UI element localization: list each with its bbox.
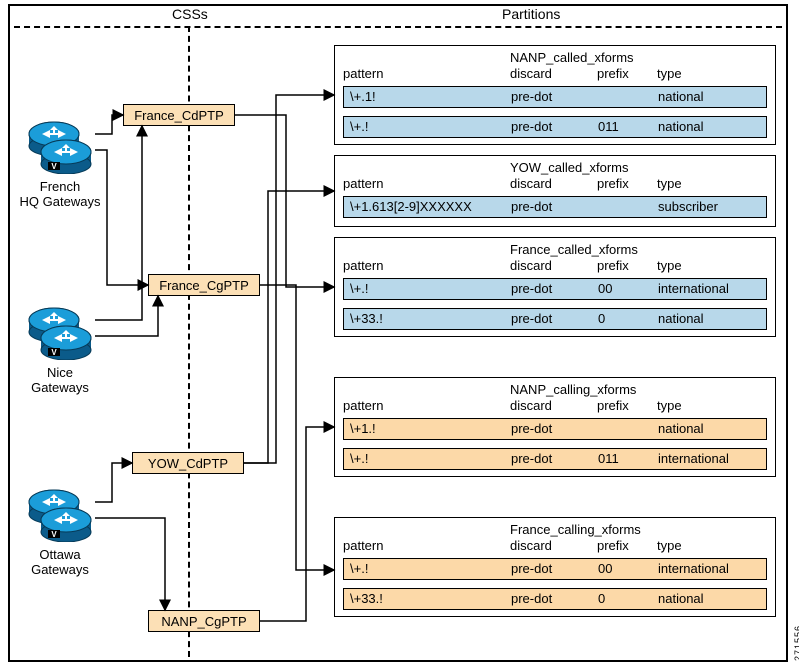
router-icon: V xyxy=(40,138,92,174)
cell-prefix: 011 xyxy=(598,119,619,134)
hdr-type: type xyxy=(657,176,682,191)
hdr-prefix: prefix xyxy=(597,398,629,413)
cell-prefix: 00 xyxy=(598,561,612,576)
cell-discard: pre-dot xyxy=(511,119,552,134)
hdr-prefix: prefix xyxy=(597,258,629,273)
cell-pattern: \+1.613[2-9]XXXXXX xyxy=(350,199,472,214)
cell-type: national xyxy=(658,89,704,104)
cell-type: national xyxy=(658,311,704,326)
ottawa-gateways-label: Ottawa Gateways xyxy=(10,548,110,578)
nanp-cgptp-box: NANP_CgPTP xyxy=(148,610,260,632)
hdr-pattern: pattern xyxy=(343,398,383,413)
cell-pattern: \+.! xyxy=(350,281,368,296)
nice-gateways: V xyxy=(18,306,98,366)
cell-discard: pre-dot xyxy=(511,421,552,436)
table-row: \+33.! pre-dot 0 national xyxy=(343,588,767,610)
svg-text:V: V xyxy=(51,530,57,539)
hdr-discard: discard xyxy=(510,398,552,413)
panel-title: France_calling_xforms xyxy=(510,522,641,537)
panel-title: France_called_xforms xyxy=(510,242,638,257)
cell-pattern: \+.! xyxy=(350,561,368,576)
table-row: \+.! pre-dot 00 international xyxy=(343,558,767,580)
hdr-pattern: pattern xyxy=(343,258,383,273)
hdr-type: type xyxy=(657,398,682,413)
hdr-prefix: prefix xyxy=(597,176,629,191)
hdr-pattern: pattern xyxy=(343,176,383,191)
cell-prefix: 011 xyxy=(598,451,619,466)
cell-discard: pre-dot xyxy=(511,311,552,326)
hdr-prefix: prefix xyxy=(597,538,629,553)
cell-type: international xyxy=(658,561,729,576)
table-row: \+1.613[2-9]XXXXXX pre-dot subscriber xyxy=(343,196,767,218)
router-icon: V xyxy=(40,506,92,542)
cell-type: international xyxy=(658,451,729,466)
france-cgptp-box: France_CgPTP xyxy=(148,274,260,296)
cell-discard: pre-dot xyxy=(511,591,552,606)
hdr-discard: discard xyxy=(510,176,552,191)
panel-title: NANP_called_xforms xyxy=(510,50,634,65)
panel-title: YOW_called_xforms xyxy=(510,160,628,175)
hdr-discard: discard xyxy=(510,66,552,81)
table-row: \+33.! pre-dot 0 national xyxy=(343,308,767,330)
cell-type: subscriber xyxy=(658,199,718,214)
cell-type: national xyxy=(658,119,704,134)
french-gateways-label: French HQ Gateways xyxy=(10,180,110,210)
france-cdptp-box: France_CdPTP xyxy=(123,104,235,126)
hdr-type: type xyxy=(657,66,682,81)
hdr-discard: discard xyxy=(510,538,552,553)
partitions-label: Partitions xyxy=(500,6,562,22)
cell-discard: pre-dot xyxy=(511,281,552,296)
svg-text:V: V xyxy=(51,162,57,171)
cell-prefix: 0 xyxy=(598,591,605,606)
cell-discard: pre-dot xyxy=(511,561,552,576)
panel-france-called: France_called_xforms pattern discard pre… xyxy=(334,237,776,337)
cell-pattern: \+33.! xyxy=(350,591,383,606)
french-gateways: V xyxy=(18,120,98,180)
table-row: \+1.! pre-dot national xyxy=(343,418,767,440)
table-row: \+.! pre-dot 011 international xyxy=(343,448,767,470)
csss-label: CSSs xyxy=(170,6,210,22)
cell-pattern: \+.1! xyxy=(350,89,376,104)
panel-france-calling: France_calling_xforms pattern discard pr… xyxy=(334,517,776,617)
cell-pattern: \+.! xyxy=(350,119,368,134)
cell-type: national xyxy=(658,421,704,436)
hdr-type: type xyxy=(657,258,682,273)
cell-pattern: \+1.! xyxy=(350,421,376,436)
top-dashed-line xyxy=(14,26,782,28)
panel-nanp-calling: NANP_calling_xforms pattern discard pref… xyxy=(334,377,776,477)
hdr-prefix: prefix xyxy=(597,66,629,81)
cell-discard: pre-dot xyxy=(511,451,552,466)
cell-type: international xyxy=(658,281,729,296)
table-row: \+.! pre-dot 011 national xyxy=(343,116,767,138)
cell-discard: pre-dot xyxy=(511,89,552,104)
ottawa-gateways: V xyxy=(18,488,98,548)
cell-prefix: 00 xyxy=(598,281,612,296)
hdr-pattern: pattern xyxy=(343,66,383,81)
table-row: \+.! pre-dot 00 international xyxy=(343,278,767,300)
cell-prefix: 0 xyxy=(598,311,605,326)
cell-type: national xyxy=(658,591,704,606)
cell-pattern: \+.! xyxy=(350,451,368,466)
router-icon: V xyxy=(40,324,92,360)
cell-pattern: \+33.! xyxy=(350,311,383,326)
table-row: \+.1! pre-dot national xyxy=(343,86,767,108)
hdr-discard: discard xyxy=(510,258,552,273)
hdr-type: type xyxy=(657,538,682,553)
panel-yow-called: YOW_called_xforms pattern discard prefix… xyxy=(334,155,776,227)
nice-gateways-label: Nice Gateways xyxy=(10,366,110,396)
hdr-pattern: pattern xyxy=(343,538,383,553)
panel-nanp-called: NANP_called_xforms pattern discard prefi… xyxy=(334,45,776,145)
yow-cdptp-box: YOW_CdPTP xyxy=(132,452,244,474)
panel-title: NANP_calling_xforms xyxy=(510,382,636,397)
svg-text:V: V xyxy=(51,348,57,357)
cell-discard: pre-dot xyxy=(511,199,552,214)
figure-id: 271556 xyxy=(793,625,799,661)
